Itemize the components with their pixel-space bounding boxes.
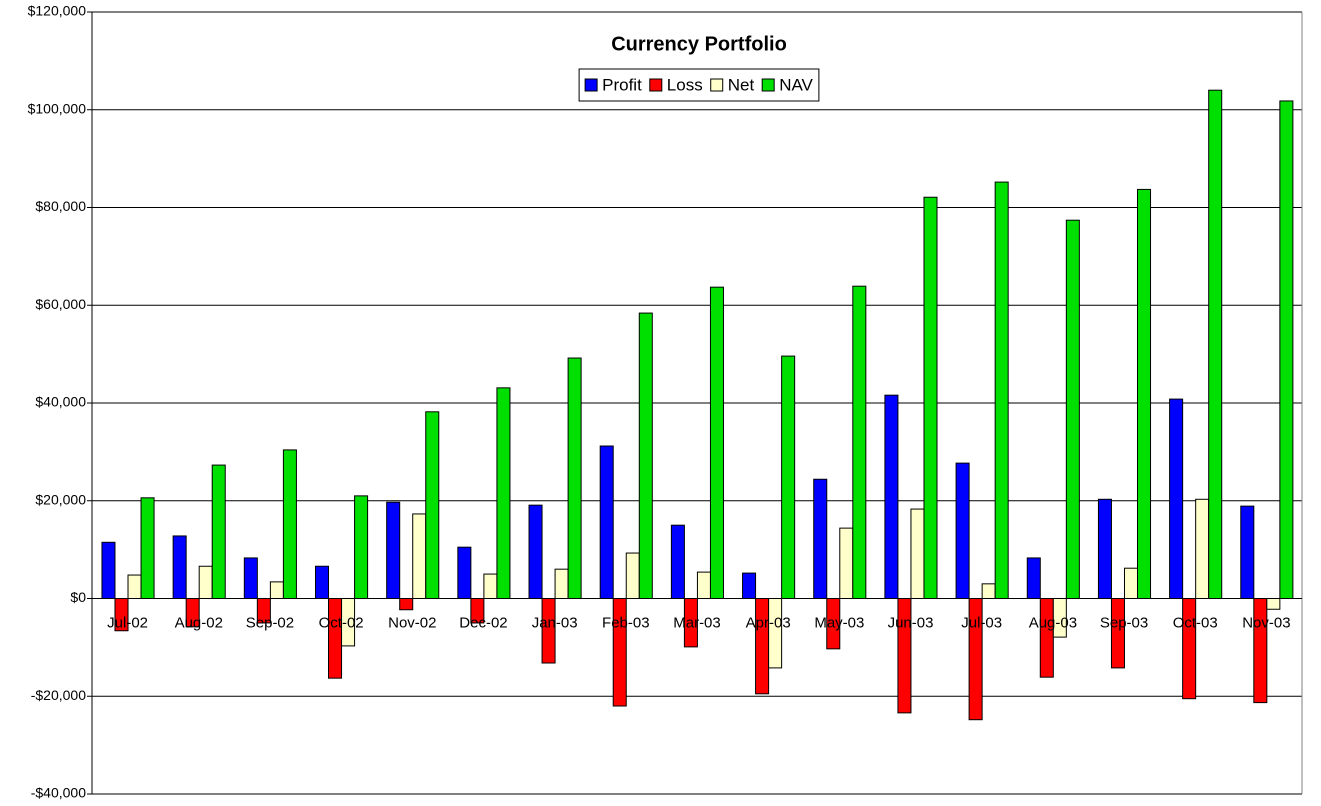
bar: [328, 598, 343, 679]
chart-title: Currency Portfolio: [611, 33, 787, 55]
legend-label: NAV: [779, 75, 813, 94]
bar: [839, 527, 854, 599]
bar: [781, 355, 796, 599]
x-tick-label: Nov-02: [388, 614, 436, 631]
bar: [412, 513, 427, 599]
legend-label: Profit: [602, 75, 642, 94]
bar: [399, 598, 414, 611]
bar: [1240, 505, 1255, 599]
y-tick-label: $20,000: [35, 491, 86, 507]
x-tick-label: Oct-02: [319, 614, 364, 631]
bar: [140, 497, 155, 600]
bar: [955, 462, 970, 599]
x-tick-label: Sep-02: [246, 614, 294, 631]
x-tick-label: Mar-03: [673, 614, 721, 631]
x-tick-label: Dec-02: [459, 614, 507, 631]
bar: [1208, 89, 1223, 599]
bar: [994, 181, 1009, 600]
legend-label: Net: [728, 75, 755, 94]
y-tick-label: $120,000: [28, 3, 87, 19]
bar: [198, 565, 213, 599]
bar: [425, 411, 440, 599]
legend-box: [578, 68, 820, 102]
legend-swatch: [761, 78, 775, 92]
bar: [1065, 219, 1080, 600]
bar: [625, 552, 640, 600]
y-tick-label: $60,000: [35, 296, 86, 312]
bar: [1123, 567, 1139, 600]
bar: [1137, 188, 1152, 599]
bar: [910, 508, 925, 599]
bar: [981, 583, 996, 600]
bar: [1026, 557, 1041, 600]
bar: [386, 501, 401, 599]
bar: [282, 449, 297, 600]
x-tick-label: Nov-03: [1242, 614, 1290, 631]
y-tick-label: $80,000: [35, 198, 86, 214]
bar: [884, 394, 899, 599]
x-tick-label: Sep-03: [1100, 614, 1148, 631]
legend-label: Loss: [667, 75, 703, 94]
bar: [172, 535, 187, 600]
y-tick-label: -$20,000: [31, 687, 86, 703]
bar: [567, 357, 582, 599]
x-tick-label: Jul-03: [961, 614, 1002, 631]
bar: [528, 504, 543, 599]
y-tick-label: $0: [70, 589, 86, 605]
bar: [483, 573, 498, 599]
bar: [554, 568, 569, 599]
bar: [1039, 598, 1054, 678]
bar: [755, 598, 770, 695]
bar: [709, 286, 724, 599]
bar: [768, 598, 783, 669]
y-tick-label: -$40,000: [31, 785, 86, 801]
legend: Profit Loss Net NAV: [578, 68, 820, 102]
x-tick-label: May-03: [814, 614, 864, 631]
bar: [1266, 598, 1281, 610]
bar: [101, 541, 116, 600]
x-tick-label: Aug-02: [175, 614, 223, 631]
x-tick-label: Feb-03: [602, 614, 650, 631]
x-tick-label: Oct-03: [1173, 614, 1218, 631]
bar: [638, 312, 653, 599]
x-tick-label: Apr-03: [746, 614, 791, 631]
bar: [1097, 498, 1112, 599]
bar: [496, 387, 511, 599]
bar: [1195, 498, 1210, 599]
bar: [211, 464, 226, 600]
bar: [599, 445, 614, 600]
legend-swatch: [649, 78, 663, 92]
bar: [243, 557, 258, 600]
bar: [923, 196, 938, 600]
bar: [1110, 598, 1125, 669]
bar: [354, 495, 369, 599]
bar: [127, 574, 142, 599]
bar: [269, 581, 284, 600]
y-tick-label: $40,000: [35, 394, 86, 410]
x-tick-label: Aug-03: [1029, 614, 1077, 631]
x-tick-label: Jul-02: [107, 614, 148, 631]
y-tick-label: $100,000: [28, 100, 87, 116]
bar: [696, 571, 711, 599]
x-tick-label: Jan-03: [532, 614, 578, 631]
legend-swatch: [710, 78, 724, 92]
bar: [742, 572, 757, 600]
bar: [314, 565, 330, 599]
bar: [670, 524, 685, 599]
legend-swatch: [584, 78, 598, 92]
bar: [1279, 100, 1294, 599]
bar: [852, 285, 867, 599]
bar: [813, 478, 828, 599]
bar: [457, 546, 472, 600]
bar: [1169, 398, 1184, 599]
x-tick-label: Jun-03: [888, 614, 934, 631]
